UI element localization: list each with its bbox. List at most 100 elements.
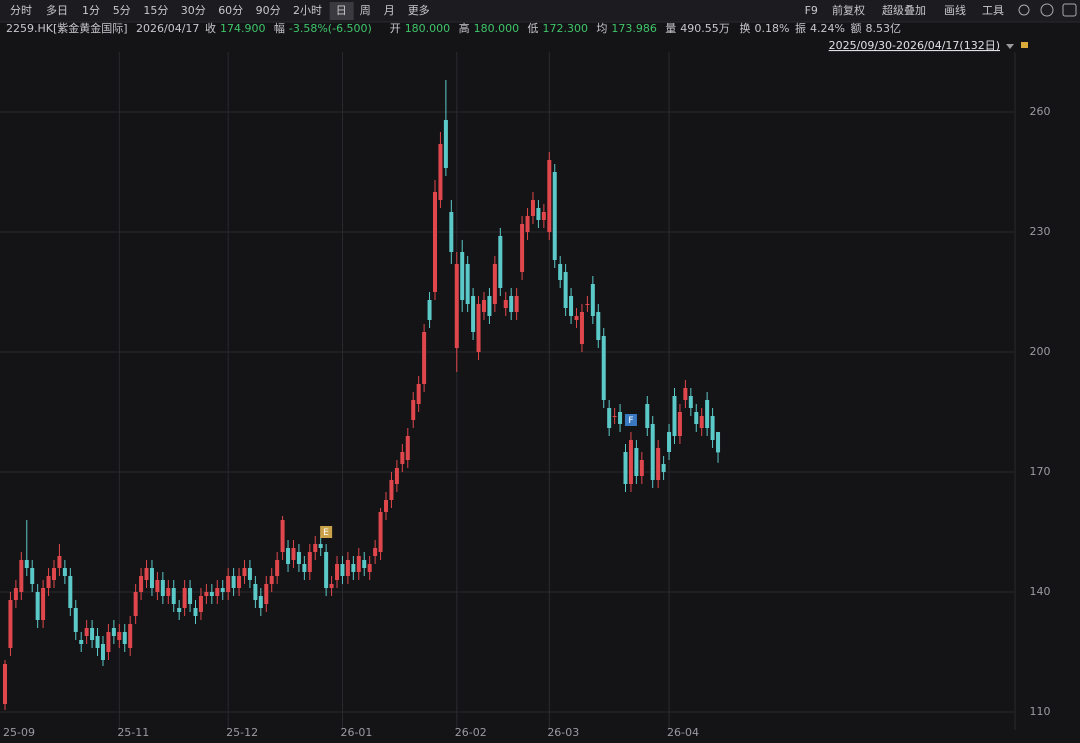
candle-body (481, 300, 486, 312)
field-value: 180.000 (474, 22, 519, 35)
candle-body (438, 144, 443, 200)
candle-body (171, 588, 176, 604)
field-label: 均 (596, 22, 607, 35)
field-label: 额 (851, 22, 862, 35)
candle-body (46, 576, 51, 588)
period-button[interactable]: 90分 (256, 4, 281, 17)
candle-body (35, 592, 40, 620)
candle-body (378, 512, 383, 552)
field-value: 490.55万 (680, 22, 730, 35)
candle-body (204, 592, 209, 596)
event-marker[interactable] (624, 414, 637, 426)
period-button[interactable]: 60分 (218, 4, 243, 17)
symbol: 2259.HK[紫金黄金国际] (6, 21, 128, 35)
candle-body (100, 644, 105, 660)
candle-body (569, 296, 574, 316)
field-label: 开 (390, 22, 401, 35)
period-button[interactable]: 周 (360, 4, 371, 17)
period-button[interactable]: 15分 (143, 4, 168, 17)
period-button[interactable]: 更多 (408, 3, 430, 17)
tool-button[interactable]: 工具 (982, 4, 1004, 17)
field-label: 量 (665, 22, 676, 35)
candle-body (296, 552, 301, 564)
candle-body (699, 416, 704, 428)
candle-body (68, 576, 73, 608)
candle-body (215, 588, 220, 596)
candle-body (95, 636, 100, 648)
candle-body (579, 312, 584, 344)
candle-body (416, 384, 421, 404)
toolbar (0, 0, 1080, 22)
range-dropdown[interactable] (1006, 44, 1014, 49)
candle-body (558, 264, 563, 280)
candle-body (41, 588, 46, 620)
event-marker[interactable] (320, 526, 333, 538)
field-value: 173.986 (611, 22, 657, 35)
x-tick-label: 26-04 (667, 726, 699, 739)
period-button[interactable]: 日 (336, 4, 347, 17)
candle-body (618, 412, 623, 424)
y-tick-label: 200 (1030, 345, 1051, 358)
lock-icon[interactable] (1021, 42, 1028, 48)
help-icon[interactable] (1040, 3, 1054, 17)
candle-body (710, 416, 715, 440)
period-button[interactable]: 5分 (113, 4, 131, 17)
candle-body (62, 568, 67, 576)
toolbar-icons (1006, 3, 1077, 49)
candle-body (231, 576, 236, 588)
wp-icon[interactable] (1062, 3, 1077, 17)
candle-body (8, 600, 13, 648)
period-button[interactable]: 月 (384, 4, 395, 17)
tool-button[interactable]: 前复权 (832, 3, 865, 17)
field-value: 172.300 (543, 22, 589, 35)
candle-body (133, 592, 138, 616)
period-button[interactable]: 多日 (46, 3, 68, 17)
candle-body (329, 584, 334, 588)
tool-button[interactable]: F9 (805, 4, 818, 17)
candle-body (313, 544, 318, 552)
candle-body (144, 568, 149, 580)
field-label: 收 (205, 21, 216, 35)
candle-body (716, 432, 721, 453)
candle-body (182, 588, 187, 608)
candle-body (302, 564, 307, 572)
candle-body (79, 640, 84, 644)
candle-body (601, 336, 606, 400)
candle-body (645, 404, 650, 428)
field-value: 174.900 (220, 22, 266, 35)
period-button[interactable]: 1分 (82, 4, 100, 17)
candle-body (166, 588, 171, 596)
candle-body (117, 632, 122, 640)
candle-body (57, 556, 62, 568)
candle-body (634, 448, 639, 476)
candle-body (520, 224, 525, 272)
candle-body (106, 632, 111, 652)
candle-body (422, 332, 427, 384)
candle-body (563, 272, 568, 308)
candle-body (111, 628, 116, 636)
period-button[interactable]: 2小时 (293, 4, 322, 17)
candle-body (661, 464, 666, 472)
candle-body (345, 560, 350, 576)
candle-body (476, 304, 481, 352)
field-label: 低 (528, 22, 539, 35)
settings-icon[interactable] (1018, 4, 1030, 16)
event-marker-label: F (628, 416, 633, 426)
candle-body (492, 264, 497, 304)
candle-body (514, 296, 519, 312)
candle-body (373, 548, 378, 556)
tool-button[interactable]: 超级叠加 (882, 3, 926, 17)
candle-body (242, 568, 247, 576)
x-tick-label: 25-12 (226, 726, 258, 739)
field-label: 振 (795, 21, 806, 35)
period-button[interactable]: 分时 (10, 4, 32, 17)
candle-body (258, 596, 263, 608)
candle-body (677, 412, 682, 436)
y-tick-label: 170 (1030, 465, 1051, 478)
candle-body (487, 296, 492, 316)
candle-body (530, 200, 535, 216)
tool-button[interactable]: 画线 (944, 3, 966, 17)
period-button[interactable]: 30分 (181, 4, 206, 17)
candle-body (432, 192, 437, 292)
